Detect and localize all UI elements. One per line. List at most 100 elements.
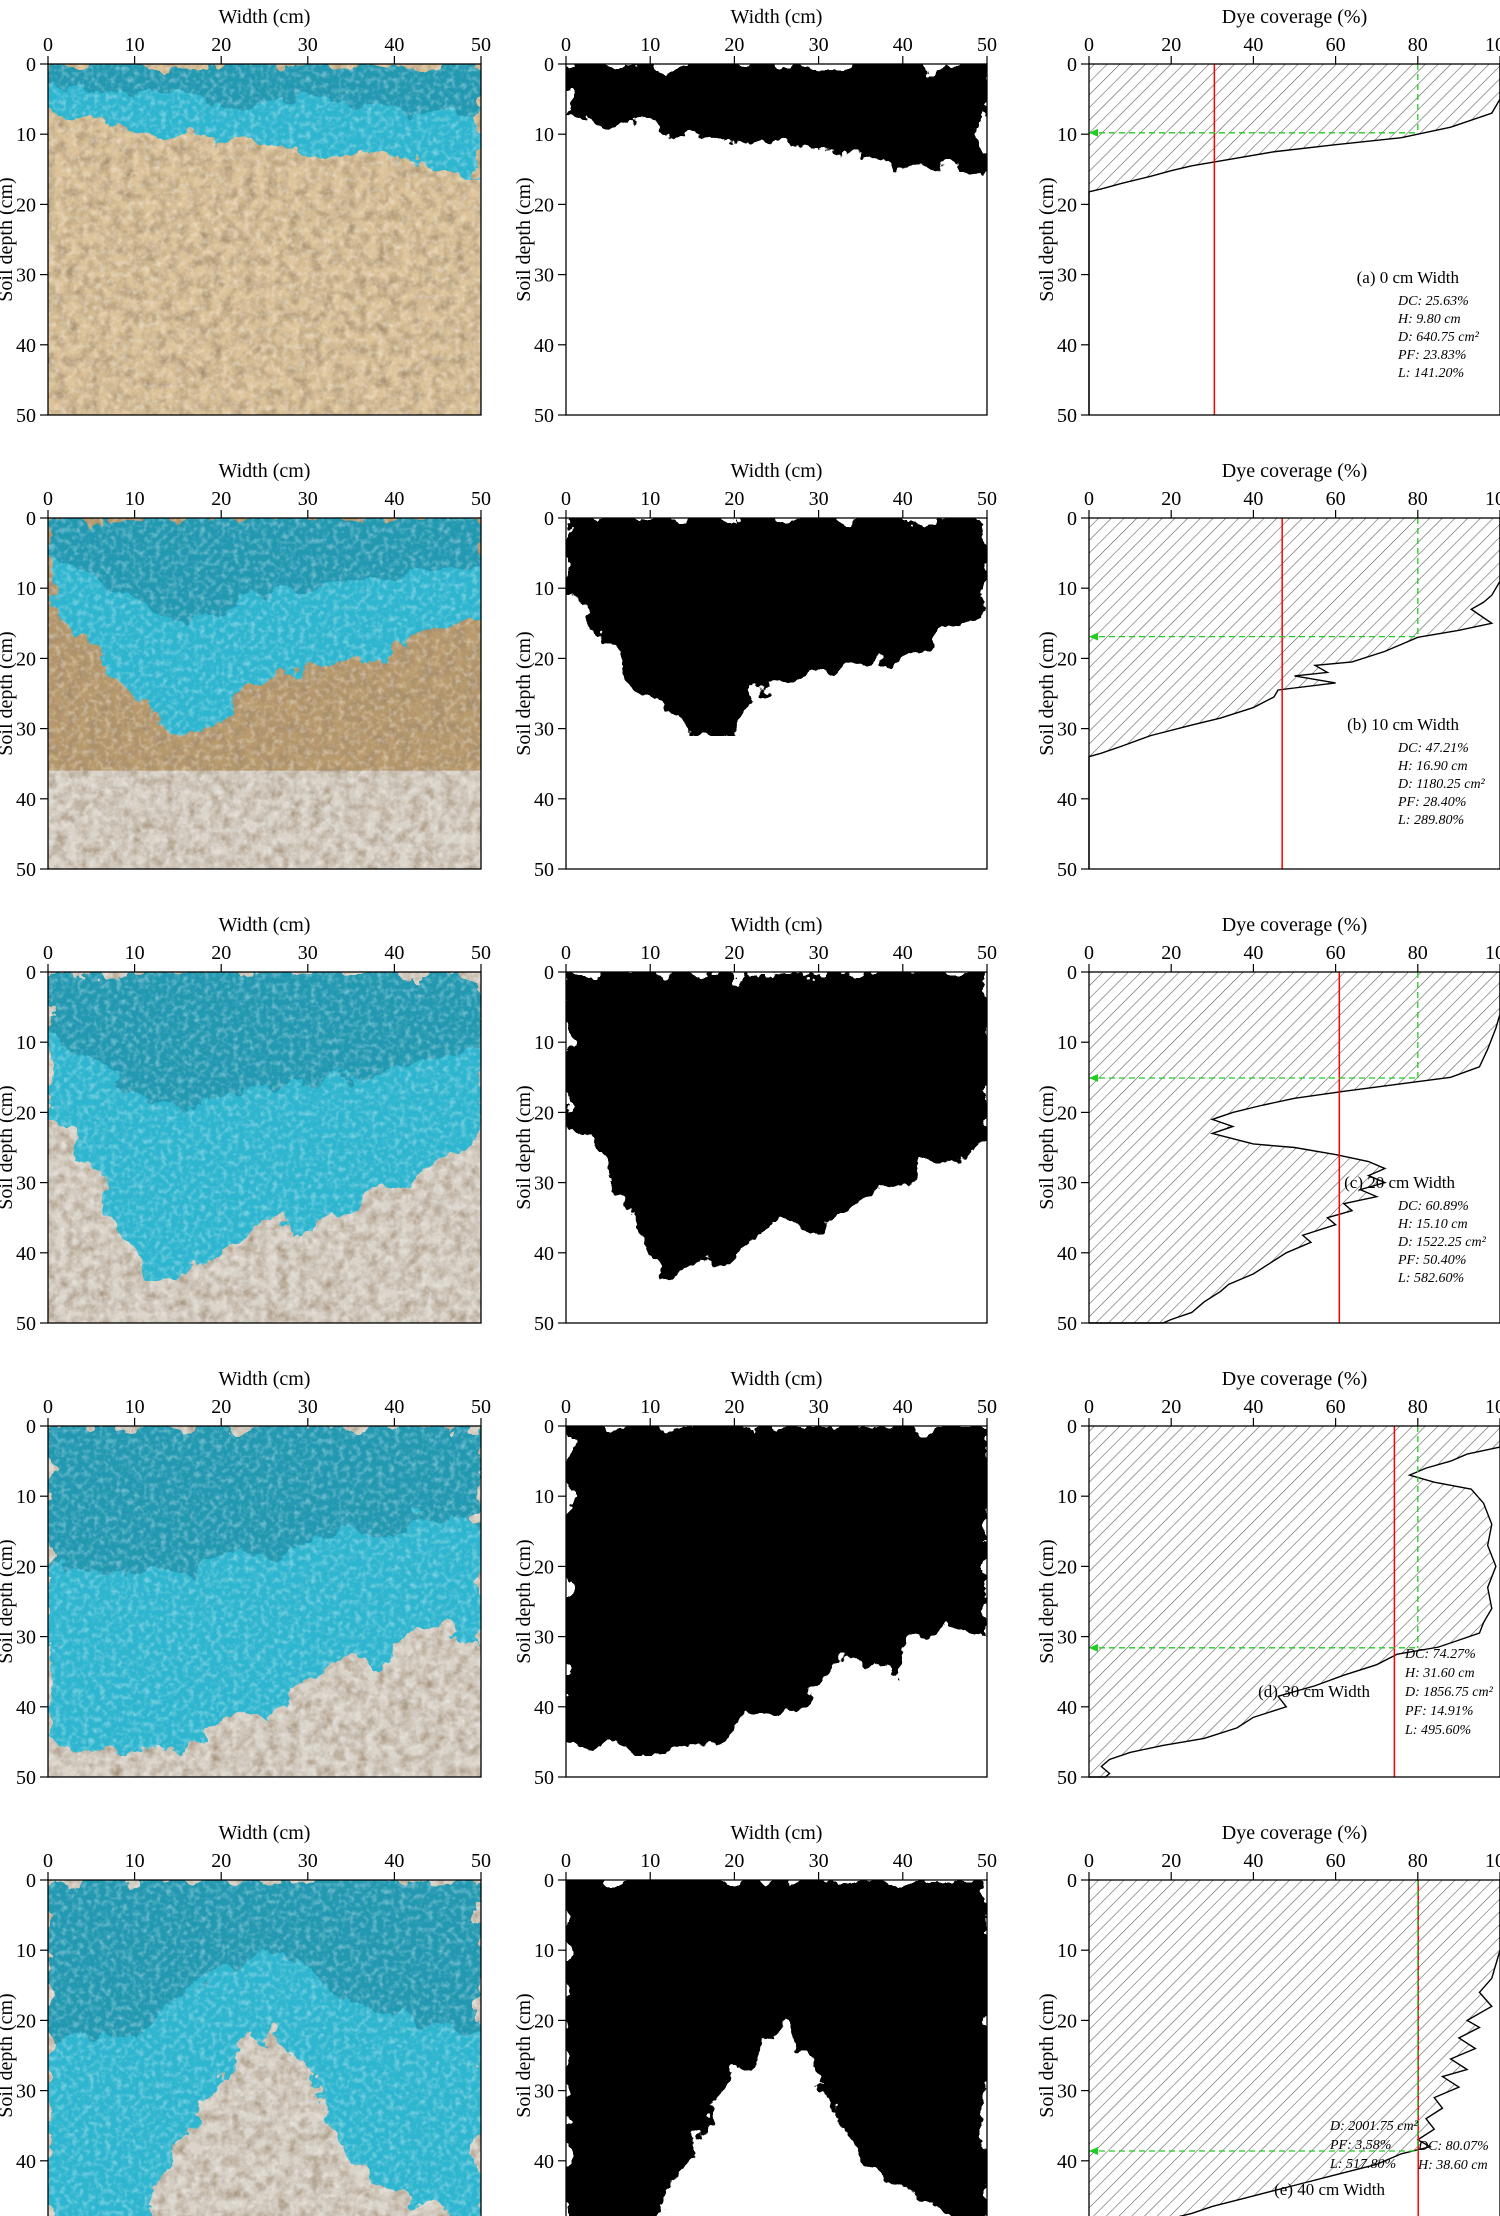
dye-coverage-area <box>1089 1880 1500 2216</box>
x-axis-label: Width (cm) <box>731 1822 823 1844</box>
y-axis-label: Soil depth (cm) <box>513 631 535 755</box>
y-tick-label: 0 <box>1067 1870 1077 1892</box>
y-tick-label: 10 <box>534 1940 554 1962</box>
y-tick-label: 30 <box>16 265 36 287</box>
dye-coverage-line <box>1088 64 1500 415</box>
y-axis-label: Soil depth (cm) <box>1036 1993 1058 2117</box>
x-axis-label: Width (cm) <box>219 914 311 936</box>
y-tick-label: 10 <box>1057 578 1077 600</box>
stat-d: D: 1180.25 cm² <box>1397 777 1486 792</box>
y-tick-label: 0 <box>1067 508 1077 530</box>
y-axis-label: Soil depth (cm) <box>0 1993 17 2117</box>
y-tick-label: 0 <box>544 54 554 76</box>
stained-group <box>566 1880 987 2216</box>
x-tick-label: 0 <box>561 488 571 510</box>
axes-frame <box>47 971 482 1324</box>
x-tick-label: 40 <box>893 1396 913 1418</box>
x-tick-label: 0 <box>43 34 53 56</box>
x-tick-label: 10 <box>125 1396 145 1418</box>
y-tick-label: 30 <box>1057 719 1077 741</box>
x-tick-label: 20 <box>1161 1396 1181 1418</box>
stat-l: L: 289.80% <box>1397 813 1464 828</box>
y-tick-label: 20 <box>1057 648 1077 670</box>
y-tick-label: 0 <box>26 508 36 530</box>
y-axis-label: Soil depth (cm) <box>513 1539 535 1663</box>
x-tick-label: 10 <box>640 1396 660 1418</box>
x-tick-label: 0 <box>1084 1850 1094 1872</box>
y-axis-label: Soil depth (cm) <box>0 1539 17 1663</box>
x-tick-label: 50 <box>977 1850 997 1872</box>
y-tick-label: 50 <box>534 859 554 881</box>
binary-image <box>566 972 987 1323</box>
dye-coverage-line <box>1088 518 1500 869</box>
row: Width (cm) Soil depth (cm) 0 10 20 30 40 50 0 10 2… <box>0 1822 1500 2216</box>
x-tick-label: 40 <box>1243 488 1263 510</box>
x-tick-label: 20 <box>1161 942 1181 964</box>
x-tick-label: 20 <box>211 942 231 964</box>
stained-group <box>566 1426 987 1756</box>
x-tick-label: 20 <box>724 34 744 56</box>
y-tick-label: 0 <box>544 1416 554 1438</box>
y-tick-label: 50 <box>1057 859 1077 881</box>
stat-dc: DC: 74.27% <box>1404 1647 1476 1662</box>
x-tick-label: 60 <box>1326 942 1346 964</box>
y-tick-label: 30 <box>1057 1173 1077 1195</box>
y-tick-label: 20 <box>16 1102 36 1124</box>
axes-frame <box>47 1879 482 2216</box>
x-tick-label: 0 <box>43 488 53 510</box>
x-tick-label: 0 <box>561 942 571 964</box>
x-tick-label: 20 <box>1161 1850 1181 1872</box>
y-tick-label: 40 <box>1057 1243 1077 1265</box>
y-tick-label: 0 <box>26 962 36 984</box>
y-tick-label: 30 <box>534 1173 554 1195</box>
stained-area <box>566 1880 987 2216</box>
axes-frame <box>1088 63 1500 416</box>
stat-h: H: 38.60 cm <box>1417 2158 1488 2173</box>
y-tick-label: 20 <box>16 2010 36 2032</box>
y-tick-label: 50 <box>534 1767 554 1789</box>
y-tick-label: 0 <box>26 1416 36 1438</box>
h-arrow <box>1089 128 1098 137</box>
stat-l: L: 582.60% <box>1397 1271 1464 1286</box>
x-tick-label: 0 <box>1084 942 1094 964</box>
y-tick-label: 40 <box>1057 335 1077 357</box>
x-axis-label: Width (cm) <box>219 6 311 28</box>
x-tick-label: 10 <box>640 488 660 510</box>
x-tick-label: 50 <box>471 488 491 510</box>
y-tick-label: 40 <box>16 789 36 811</box>
x-tick-label: 10 <box>125 488 145 510</box>
y-tick-label: 10 <box>534 124 554 146</box>
stained-area <box>566 972 987 1281</box>
y-tick-label: 50 <box>1057 1313 1077 1335</box>
y-tick-label: 10 <box>16 1486 36 1508</box>
dye-photo <box>48 1426 481 1777</box>
y-tick-label: 0 <box>1067 962 1077 984</box>
y-tick-label: 40 <box>534 1243 554 1265</box>
stained-area <box>566 1426 987 1756</box>
x-axis-label: Width (cm) <box>731 6 823 28</box>
stat-dc: DC: 25.63% <box>1397 294 1469 309</box>
axes-frame <box>1088 1879 1500 2216</box>
h-arrow <box>1089 1074 1098 1083</box>
x-tick-label: 80 <box>1408 488 1428 510</box>
x-axis-label: Width (cm) <box>731 914 823 936</box>
x-tick-label: 20 <box>1161 488 1181 510</box>
x-tick-label: 30 <box>298 488 318 510</box>
x-tick-label: 60 <box>1326 1850 1346 1872</box>
axes-frame <box>1088 517 1500 870</box>
y-tick-label: 50 <box>1057 405 1077 427</box>
y-tick-label: 40 <box>1057 1697 1077 1719</box>
x-tick-label: 0 <box>1084 488 1094 510</box>
stat-dc: DC: 60.89% <box>1397 1199 1469 1214</box>
y-tick-label: 0 <box>1067 54 1077 76</box>
x-tick-label: 80 <box>1408 1850 1428 1872</box>
x-tick-label: 20 <box>724 942 744 964</box>
stat-d: D: 1522.25 cm² <box>1397 1235 1487 1250</box>
y-tick-label: 0 <box>1067 1416 1077 1438</box>
y-tick-label: 20 <box>1057 1556 1077 1578</box>
y-tick-label: 10 <box>1057 1940 1077 1962</box>
y-tick-label: 30 <box>1057 265 1077 287</box>
row: Width (cm) Soil depth (cm) 0 10 20 30 40 50 0 10 2… <box>0 460 1500 881</box>
y-tick-label: 0 <box>544 1870 554 1892</box>
x-tick-label: 30 <box>298 1396 318 1418</box>
